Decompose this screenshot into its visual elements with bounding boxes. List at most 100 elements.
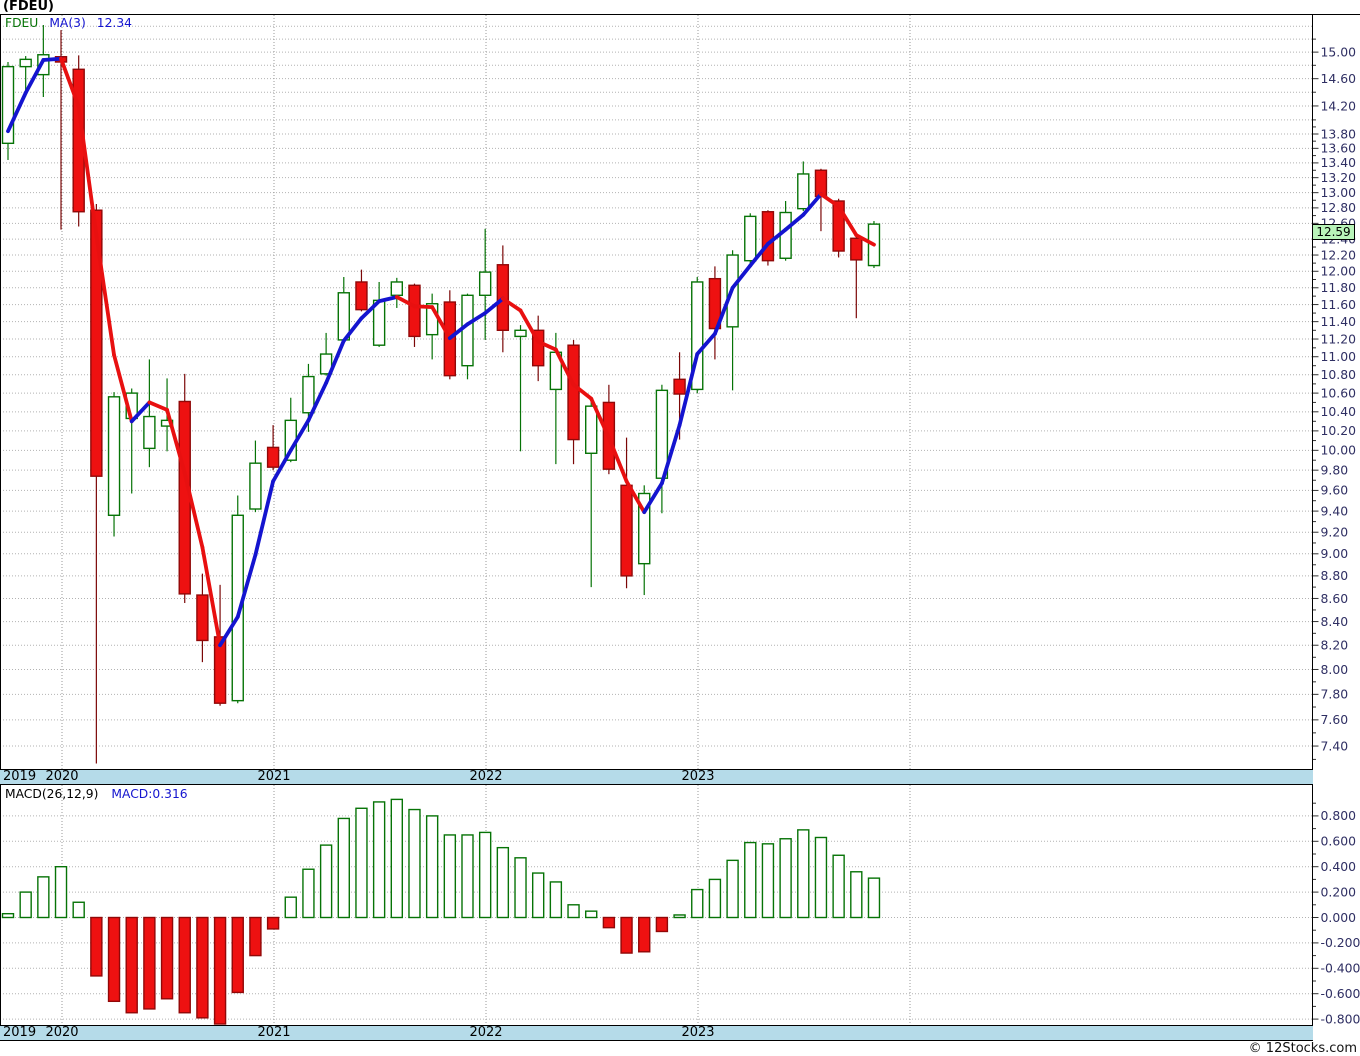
- macd-bar: [708, 878, 722, 919]
- ma3-segment: [677, 352, 700, 428]
- ma3-segment: [94, 233, 116, 357]
- axis-tick-label: 10.00: [1321, 443, 1357, 458]
- ma-value: 12.34: [96, 16, 132, 30]
- candle-body: [567, 344, 580, 441]
- macd-bar: [691, 888, 704, 919]
- year-label: 2023: [681, 769, 715, 784]
- axis-tick-label: 11.00: [1321, 349, 1357, 364]
- axis-tick-label: 12.00: [1321, 264, 1357, 279]
- macd-bar: [319, 844, 333, 919]
- macd-bar: [655, 916, 669, 933]
- axis-tick-label: 10.80: [1321, 367, 1357, 382]
- candle-body: [408, 284, 421, 338]
- macd-bar: [90, 916, 103, 977]
- ma3-segment: [624, 479, 647, 515]
- year-label: 2023: [681, 1025, 715, 1040]
- ma3-segment: [359, 299, 382, 321]
- axis-tick-label: 13.40: [1321, 155, 1357, 170]
- macd-bar: [196, 916, 209, 1019]
- ma3-segment: [306, 381, 329, 423]
- macd-bar: [585, 910, 598, 919]
- macd-bar: [125, 916, 138, 1014]
- candle-body: [850, 237, 863, 261]
- macd-bar: [143, 916, 156, 1010]
- axis-tick-label: 14.20: [1321, 98, 1357, 113]
- macd-bar: [37, 876, 50, 919]
- candle-body: [1, 65, 15, 145]
- macd-xaxis-band: 2019 2020 2021 2022 2023: [0, 1025, 1313, 1041]
- candle-body: [461, 294, 474, 367]
- macd-bar: [372, 801, 386, 919]
- candle-body: [178, 400, 191, 595]
- candle-body: [585, 405, 598, 454]
- candle-body: [390, 281, 404, 296]
- macd-bar: [355, 807, 368, 919]
- ma3-segment: [571, 382, 594, 401]
- macd-bar: [567, 904, 580, 919]
- macd-bar: [478, 831, 492, 919]
- macd-bar: [814, 836, 828, 919]
- axis-tick-label: 11.40: [1321, 314, 1357, 329]
- ma3-segment: [518, 308, 541, 344]
- ma3-segment: [536, 339, 558, 352]
- axis-tick-label: -0.600: [1321, 986, 1360, 1001]
- macd-bar: [832, 854, 845, 919]
- macd-bar: [249, 916, 262, 957]
- ma3-segment: [76, 104, 99, 238]
- macd-bar: [443, 834, 457, 919]
- panel-frame: [0, 14, 1360, 1041]
- macd-bar: [107, 916, 121, 1003]
- ma-label: MA(3): [49, 16, 86, 30]
- ma3-segment: [642, 481, 664, 515]
- candle-body: [90, 209, 103, 477]
- macd-bar: [19, 891, 32, 919]
- ma3-segment: [748, 241, 770, 268]
- macd-bar: [231, 916, 244, 994]
- axis-tick-label: 8.40: [1321, 614, 1349, 629]
- ma3-segment: [271, 448, 293, 484]
- year-label: 2021: [257, 769, 291, 784]
- ma3-segment: [854, 233, 876, 247]
- axis-tick-label: 12.20: [1321, 247, 1357, 262]
- macd-bar: [54, 866, 68, 919]
- ma3-segment: [165, 408, 187, 476]
- axis-tick-label: -0.400: [1321, 961, 1360, 976]
- candle-body: [249, 462, 262, 510]
- ma3-segment: [6, 90, 28, 134]
- ma3-segment: [288, 418, 311, 453]
- ma3-segment: [41, 56, 63, 62]
- price-legend: FDEU MA(3) 12.34: [5, 16, 132, 30]
- macd-bar: [797, 829, 810, 919]
- axis-tick-label: 10.20: [1321, 423, 1357, 438]
- axis-tick-label: 13.80: [1321, 126, 1357, 141]
- axis-tick-label: 9.00: [1321, 546, 1349, 561]
- axis-tick-label: 0.200: [1321, 884, 1357, 899]
- candle-body: [319, 353, 333, 375]
- candle-body: [266, 446, 280, 468]
- macd-bar: [744, 841, 757, 919]
- ma3-segment: [465, 311, 488, 327]
- axis-tick-label: 0.800: [1321, 808, 1357, 823]
- ma3-segment: [394, 295, 417, 309]
- candlesticks: [1, 25, 881, 764]
- macd-bar: [673, 914, 686, 919]
- candle-body: [744, 215, 757, 262]
- ma3-segment: [341, 316, 364, 343]
- macd-bar: [160, 916, 174, 1000]
- year-label: 2021: [257, 1025, 291, 1040]
- ma3-segment: [377, 295, 399, 304]
- macd-legend: MACD(26,12,9) MACD:0.316: [5, 787, 188, 801]
- macd-bar: [496, 846, 510, 919]
- macd-bar: [390, 798, 404, 919]
- ma3-segment: [660, 423, 682, 486]
- candle-body: [231, 514, 244, 702]
- candle-body: [761, 211, 775, 262]
- year-label: 2020: [45, 1025, 79, 1040]
- axis-tick-label: 7.80: [1321, 687, 1349, 702]
- last-price-badge: 12.59: [1312, 224, 1355, 240]
- ma3-segment: [59, 56, 81, 109]
- ma3-segment: [412, 304, 435, 310]
- candle-body: [143, 415, 156, 450]
- axis-tick-label: 11.20: [1321, 331, 1357, 346]
